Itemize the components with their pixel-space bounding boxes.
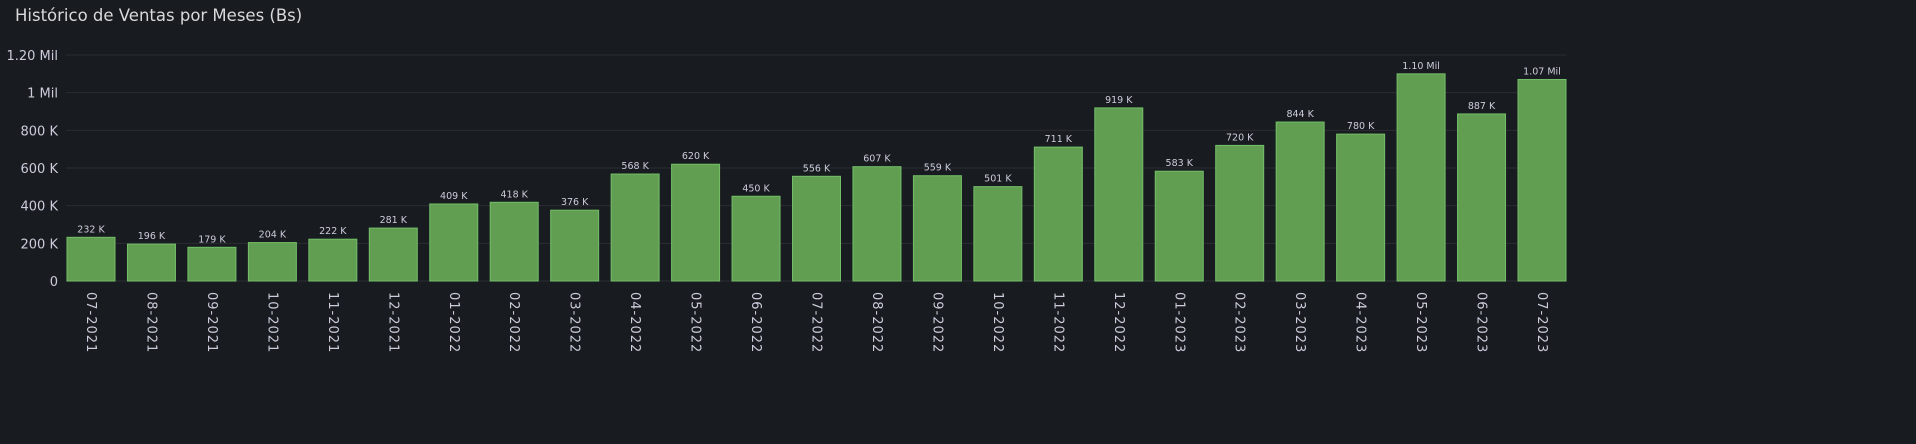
x-tick-label: 04-2022 [627, 292, 642, 353]
data-label: 919 K [1105, 95, 1133, 106]
data-label: 568 K [621, 161, 649, 172]
data-label: 222 K [319, 226, 347, 237]
bar [1154, 170, 1204, 282]
bar [1457, 113, 1507, 282]
bar [1396, 73, 1446, 282]
data-label: 450 K [742, 183, 770, 194]
bar [1094, 107, 1144, 282]
data-label: 376 K [561, 197, 589, 208]
y-tick-label: 0 [50, 275, 58, 290]
bar [852, 166, 902, 282]
x-tick-label: 07-2023 [1534, 292, 1549, 353]
x-tick-label: 07-2022 [809, 292, 824, 353]
x-tick-label: 06-2023 [1474, 292, 1489, 353]
y-tick-label: 800 K [21, 124, 59, 139]
data-label: 196 K [138, 231, 166, 242]
bar [610, 173, 660, 282]
bar [126, 243, 176, 282]
bar [1215, 144, 1265, 282]
data-label: 1.10 Mil [1402, 61, 1440, 72]
bar [671, 163, 721, 282]
x-tick-label: 09-2022 [929, 292, 944, 353]
bar [792, 175, 841, 282]
panel-title: Histórico de Ventas por Meses (Bs) [15, 6, 303, 25]
x-tick-label: 03-2023 [1292, 292, 1307, 353]
bar [368, 227, 418, 282]
data-label: 409 K [440, 191, 468, 202]
data-label: 418 K [501, 189, 529, 200]
x-tick-label: 05-2023 [1413, 292, 1428, 353]
bar [973, 186, 1023, 282]
data-label: 620 K [682, 151, 710, 162]
bar [731, 195, 781, 282]
bar [1517, 78, 1567, 282]
bar [308, 238, 358, 282]
data-label: 556 K [803, 163, 831, 174]
data-label: 780 K [1347, 121, 1375, 132]
x-tick-label: 08-2022 [869, 292, 884, 353]
x-tick-label: 07-2021 [83, 292, 98, 353]
data-label: 1.07 Mil [1523, 66, 1561, 77]
y-tick-label: 200 K [21, 237, 59, 252]
bar [550, 209, 600, 282]
data-label: 501 K [984, 174, 1012, 185]
bar [66, 236, 116, 282]
data-label: 232 K [77, 224, 105, 235]
y-tick-label: 1 Mil [27, 87, 58, 102]
x-tick-label: 06-2022 [748, 292, 763, 353]
x-tick-label: 05-2022 [688, 292, 703, 353]
x-tick-label: 02-2023 [1232, 292, 1247, 353]
bar [912, 175, 962, 282]
data-label: 583 K [1166, 158, 1194, 169]
x-tick-label: 02-2022 [506, 292, 521, 353]
x-tick-label: 10-2022 [990, 292, 1005, 353]
x-tick-label: 11-2021 [325, 292, 340, 353]
x-tick-label: 08-2021 [143, 292, 158, 353]
bar [247, 242, 297, 282]
data-label: 844 K [1286, 109, 1314, 120]
data-label: 720 K [1226, 132, 1254, 143]
data-label: 607 K [863, 154, 891, 165]
data-label: 711 K [1045, 134, 1073, 145]
bar [1336, 133, 1386, 282]
y-tick-label: 600 K [21, 162, 59, 177]
x-tick-label: 01-2023 [1171, 292, 1186, 353]
y-tick-label: 400 K [21, 200, 59, 215]
y-tick-label: 1.20 Mil [6, 49, 58, 64]
x-tick-label: 12-2022 [1111, 292, 1126, 353]
bar [429, 203, 479, 282]
bar [489, 201, 539, 282]
bar [1033, 146, 1083, 282]
x-tick-label: 03-2022 [567, 292, 582, 353]
x-tick-label: 10-2021 [264, 292, 279, 353]
x-tick-label: 01-2022 [446, 292, 461, 353]
x-tick-label: 12-2021 [385, 292, 400, 353]
bar [1275, 121, 1325, 282]
bar [187, 246, 237, 282]
x-tick-label: 04-2023 [1353, 292, 1368, 353]
data-label: 179 K [198, 234, 226, 245]
data-label: 204 K [259, 230, 287, 241]
data-label: 559 K [924, 163, 952, 174]
data-label: 887 K [1468, 101, 1496, 112]
x-tick-label: 09-2021 [204, 292, 219, 353]
data-label: 281 K [380, 215, 408, 226]
x-tick-label: 11-2022 [1050, 292, 1065, 353]
